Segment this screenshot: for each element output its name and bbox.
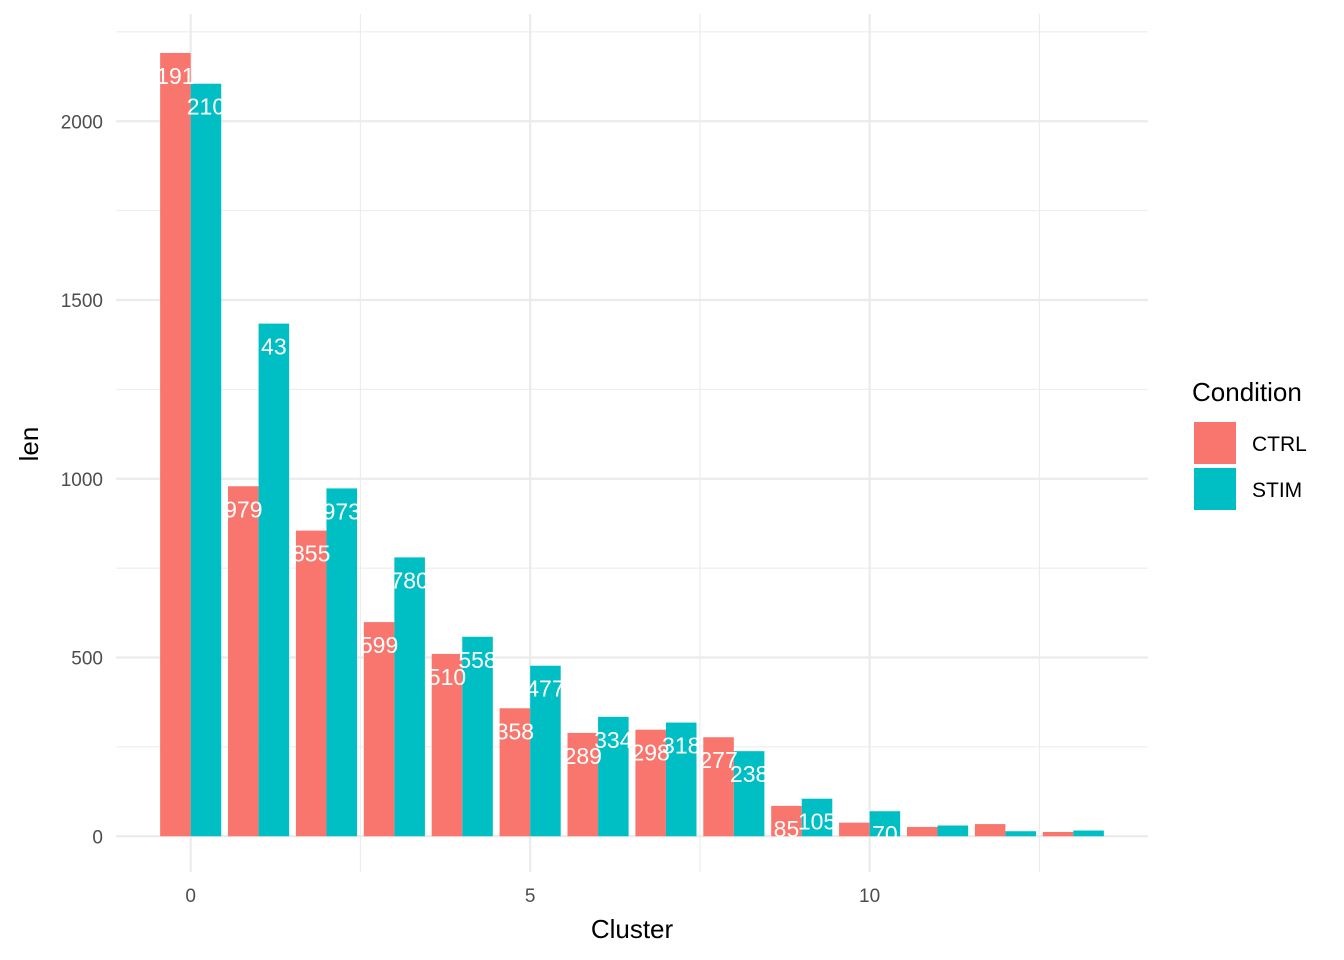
bar-label-stim-0: 210 xyxy=(187,94,225,120)
bar-ctrl-0 xyxy=(160,52,191,837)
bar-stim-0 xyxy=(190,83,222,837)
bar-ctrl-11 xyxy=(906,826,938,837)
bar-ctrl-2 xyxy=(295,530,327,837)
x-axis-title: Cluster xyxy=(591,914,674,944)
bar-stim-3 xyxy=(394,557,425,837)
y-axis-ticks: 0 500 1000 1500 2000 xyxy=(61,112,103,848)
bar-stim-4 xyxy=(462,636,493,837)
bar-label-ctrl-3: 599 xyxy=(360,632,398,658)
y-tick-label: 2000 xyxy=(61,112,103,133)
bar-label-stim-7: 318 xyxy=(662,733,700,759)
bar-label-stim-2: 973 xyxy=(323,498,361,524)
bar-stim-11 xyxy=(937,825,969,837)
bar-ctrl-4 xyxy=(431,653,463,837)
bar-label-stim-1: 43 xyxy=(261,334,287,360)
legend-key-stim xyxy=(1194,468,1236,510)
bar-stim-12 xyxy=(1005,831,1036,837)
legend-title: Condition xyxy=(1192,377,1302,407)
bar-ctrl-8 xyxy=(703,737,734,837)
bar-label-ctrl-1: 979 xyxy=(224,496,262,522)
bar-ctrl-9 xyxy=(771,805,802,837)
bar-ctrl-6 xyxy=(567,732,599,837)
bar-stim-5 xyxy=(530,665,561,837)
bar-stim-6 xyxy=(598,716,629,837)
bar-ctrl-13 xyxy=(1042,831,1074,837)
legend-label-ctrl: CTRL xyxy=(1252,433,1307,456)
bar-stim-7 xyxy=(665,722,697,837)
bar-label-stim-5: 477 xyxy=(526,676,564,702)
bar-label-stim-10: 70 xyxy=(872,821,898,847)
bar-label-stim-8: 238 xyxy=(730,761,768,787)
x-axis-ticks: 0 5 10 xyxy=(185,886,880,907)
bar-stim-1 xyxy=(258,323,290,837)
x-tick-label: 5 xyxy=(525,886,536,907)
legend: Condition CTRL STIM xyxy=(1192,377,1307,510)
bar-stim-13 xyxy=(1073,830,1104,837)
bar-stim-2 xyxy=(326,488,358,837)
legend-key-ctrl xyxy=(1194,422,1236,464)
y-tick-label: 0 xyxy=(92,827,103,848)
bar-label-ctrl-2: 855 xyxy=(292,541,330,567)
bar-label-ctrl-8: 277 xyxy=(699,747,737,773)
bar-ctrl-7 xyxy=(635,729,666,837)
x-tick-label: 0 xyxy=(185,886,196,907)
bar-label-stim-4: 558 xyxy=(458,647,496,673)
y-axis-title: len xyxy=(14,427,44,462)
bar-label-stim-9: 105 xyxy=(798,809,836,835)
bar-ctrl-3 xyxy=(363,622,395,837)
bar-label-stim-6: 334 xyxy=(594,727,633,753)
bar-stim-10 xyxy=(869,811,901,837)
x-tick-label: 10 xyxy=(859,886,880,907)
bar-ctrl-10 xyxy=(839,822,870,837)
y-tick-label: 500 xyxy=(71,649,103,670)
bar-ctrl-12 xyxy=(974,824,1006,837)
bar-label-ctrl-9: 85 xyxy=(774,816,800,842)
bar-stim-9 xyxy=(801,798,833,837)
bar-label-stim-3: 780 xyxy=(390,567,428,593)
bar-ctrl-5 xyxy=(499,708,531,837)
y-tick-label: 1000 xyxy=(61,470,103,491)
bar-label-ctrl-0: 191 xyxy=(156,63,194,89)
bar-stim-8 xyxy=(733,751,765,837)
bars xyxy=(160,52,1104,837)
bar-label-ctrl-6: 289 xyxy=(564,743,602,769)
bar-label-ctrl-4: 510 xyxy=(428,664,466,690)
bar-label-ctrl-5: 358 xyxy=(496,718,534,744)
y-tick-label: 1500 xyxy=(61,291,103,312)
bar-ctrl-1 xyxy=(228,486,259,837)
bar-label-ctrl-7: 298 xyxy=(631,740,669,766)
legend-label-stim: STIM xyxy=(1252,479,1302,502)
